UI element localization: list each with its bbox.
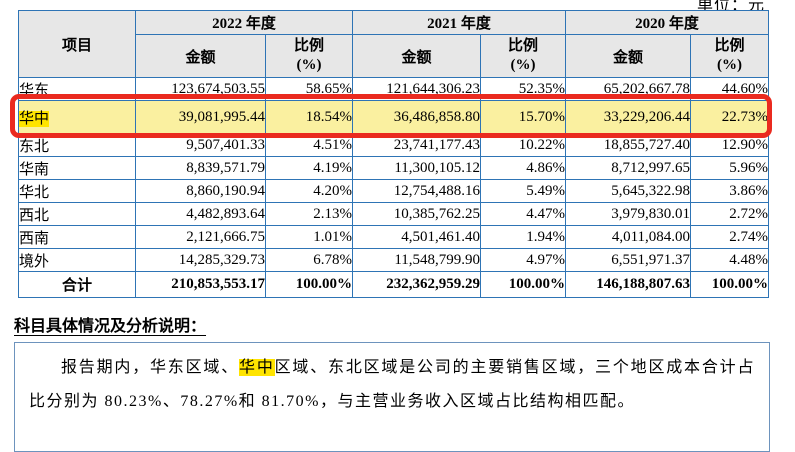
ratio-2022: 6.78%	[264, 248, 354, 272]
regional-cost-table: 项目 2022 年度 2021 年度 2020 年度 金额 比例 (%) 金额 …	[18, 10, 770, 298]
region-name: 华南	[18, 156, 136, 180]
ratio-header-2021: 比例 (%)	[480, 34, 567, 78]
amount-header-2022: 金额	[135, 34, 266, 78]
ratio-2021: 4.97%	[480, 248, 567, 272]
ratio-2020: 5.96%	[690, 156, 770, 180]
table-row-huadong: 华东 123,674,503.55 58.65% 121,644,306.23 …	[18, 77, 770, 101]
ratio-2022: 18.54%	[264, 100, 354, 134]
region-name: 华东	[18, 77, 136, 101]
amount-2021: 11,548,799.90	[352, 248, 482, 272]
region-name: 境外	[18, 248, 136, 272]
document-page: { "unit_label": "单位：元", "table": { "item…	[10, 0, 772, 452]
amount-2021: 36,486,858.80	[352, 100, 482, 134]
ratio-2020: 44.60%	[690, 77, 770, 101]
region-name: 西南	[18, 225, 136, 249]
amount-2022: 4,482,893.64	[135, 202, 266, 226]
ratio-2020: 4.48%	[690, 248, 770, 272]
amount-header-2021: 金额	[352, 34, 482, 78]
ratio-2022: 1.01%	[264, 225, 354, 249]
amount-2022: 8,839,571.79	[135, 156, 266, 180]
item-column-header: 项目	[18, 10, 136, 78]
total-ratio-2020: 100.00%	[690, 271, 770, 298]
amount-2020: 8,712,997.65	[565, 156, 692, 180]
total-amount-2022: 210,853,553.17	[135, 271, 266, 298]
amount-2022: 2,121,666.75	[135, 225, 266, 249]
amount-2021: 4,501,461.40	[352, 225, 482, 249]
amount-2020: 5,645,322.98	[565, 179, 692, 203]
amount-2021: 23,741,177.43	[352, 133, 482, 157]
header-row-measures: 金额 比例 (%) 金额 比例 (%) 金额 比例 (%)	[19, 34, 770, 78]
ratio-header-2022: 比例 (%)	[264, 34, 354, 78]
paragraph-text-after: 区域、东北区域是公司的主要销售区域，三个地区成本合计占比分别为 80.23%、7…	[29, 359, 755, 410]
table-row-xinan: 西南 2,121,666.75 1.01% 4,501,461.40 1.94%…	[18, 225, 770, 249]
ratio-2021: 1.94%	[480, 225, 567, 249]
ratio-2022: 4.51%	[264, 133, 354, 157]
region-name: 华中	[18, 100, 136, 134]
paragraph-text-before: 报告期内，华东区域、	[61, 359, 240, 376]
amount-2020: 65,202,667.78	[565, 77, 692, 101]
amount-2020: 6,551,971.37	[565, 248, 692, 272]
ratio-2021: 4.86%	[480, 156, 567, 180]
amount-2021: 10,385,762.25	[352, 202, 482, 226]
ratio-2021: 4.47%	[480, 202, 567, 226]
amount-2022: 39,081,995.44	[135, 100, 266, 134]
table-row-huazhong-highlighted: 华中 39,081,995.44 18.54% 36,486,858.80 15…	[18, 100, 770, 134]
table-row-jingwai: 境外 14,285,329.73 6.78% 11,548,799.90 4.9…	[18, 248, 770, 272]
table-row-dongbei: 东北 9,507,401.33 4.51% 23,741,177.43 10.2…	[18, 133, 770, 157]
amount-2021: 12,754,488.16	[352, 179, 482, 203]
year-header-2022: 2022 年度	[134, 10, 354, 35]
total-amount-2021: 232,362,959.29	[352, 271, 482, 298]
total-ratio-2022: 100.00%	[264, 271, 354, 298]
ratio-2020: 2.72%	[690, 202, 770, 226]
ratio-2020: 3.86%	[690, 179, 770, 203]
year-header-2020: 2020 年度	[565, 10, 770, 35]
amount-2022: 14,285,329.73	[135, 248, 266, 272]
amount-2022: 123,674,503.55	[135, 77, 266, 101]
table-row-total: 合计 210,853,553.17 100.00% 232,362,959.29…	[18, 271, 770, 298]
ratio-2022: 4.20%	[264, 179, 354, 203]
ratio-2020: 22.73%	[690, 100, 770, 134]
section-heading: 科目具体情况及分析说明：	[14, 318, 207, 335]
amount-2020: 18,855,727.40	[565, 133, 692, 157]
ratio-2021: 10.22%	[480, 133, 567, 157]
ratio-2022: 2.13%	[264, 202, 354, 226]
total-ratio-2021: 100.00%	[480, 271, 567, 298]
amount-2022: 9,507,401.33	[135, 133, 266, 157]
ratio-2021: 15.70%	[480, 100, 567, 134]
table-row-huanan: 华南 8,839,571.79 4.19% 11,300,105.12 4.86…	[18, 156, 770, 180]
ratio-2022: 58.65%	[264, 77, 354, 101]
region-name: 东北	[18, 133, 136, 157]
amount-2022: 8,860,190.94	[135, 179, 266, 203]
total-amount-2020: 146,188,807.63	[565, 271, 692, 298]
amount-2020: 3,979,830.01	[565, 202, 692, 226]
region-name: 华北	[18, 179, 136, 203]
amount-header-2020: 金额	[565, 34, 692, 78]
amount-2020: 33,229,206.44	[565, 100, 692, 134]
analysis-paragraph: 报告期内，华东区域、华中区域、东北区域是公司的主要销售区域，三个地区成本合计占比…	[29, 351, 755, 419]
ratio-2021: 52.35%	[480, 77, 567, 101]
amount-2021: 11,300,105.12	[352, 156, 482, 180]
ratio-2021: 5.49%	[480, 179, 567, 203]
header-row-years: 项目 2022 年度 2021 年度 2020 年度	[18, 10, 770, 78]
region-name: 西北	[18, 202, 136, 226]
total-label: 合计	[18, 271, 136, 298]
table-row-huabei: 华北 8,860,190.94 4.20% 12,754,488.16 5.49…	[18, 179, 770, 203]
year-header-2021: 2021 年度	[352, 10, 567, 35]
analysis-textbox: 报告期内，华东区域、华中区域、东北区域是公司的主要销售区域，三个地区成本合计占比…	[14, 342, 770, 452]
table-row-xibei: 西北 4,482,893.64 2.13% 10,385,762.25 4.47…	[18, 202, 770, 226]
ratio-2020: 2.74%	[690, 225, 770, 249]
ratio-2020: 12.90%	[690, 133, 770, 157]
amount-2020: 4,011,084.00	[565, 225, 692, 249]
ratio-header-2020: 比例 (%)	[690, 34, 770, 78]
amount-2021: 121,644,306.23	[352, 77, 482, 101]
ratio-2022: 4.19%	[264, 156, 354, 180]
highlighted-region-label: 华中	[19, 110, 50, 127]
highlighted-term: 华中	[239, 359, 275, 376]
